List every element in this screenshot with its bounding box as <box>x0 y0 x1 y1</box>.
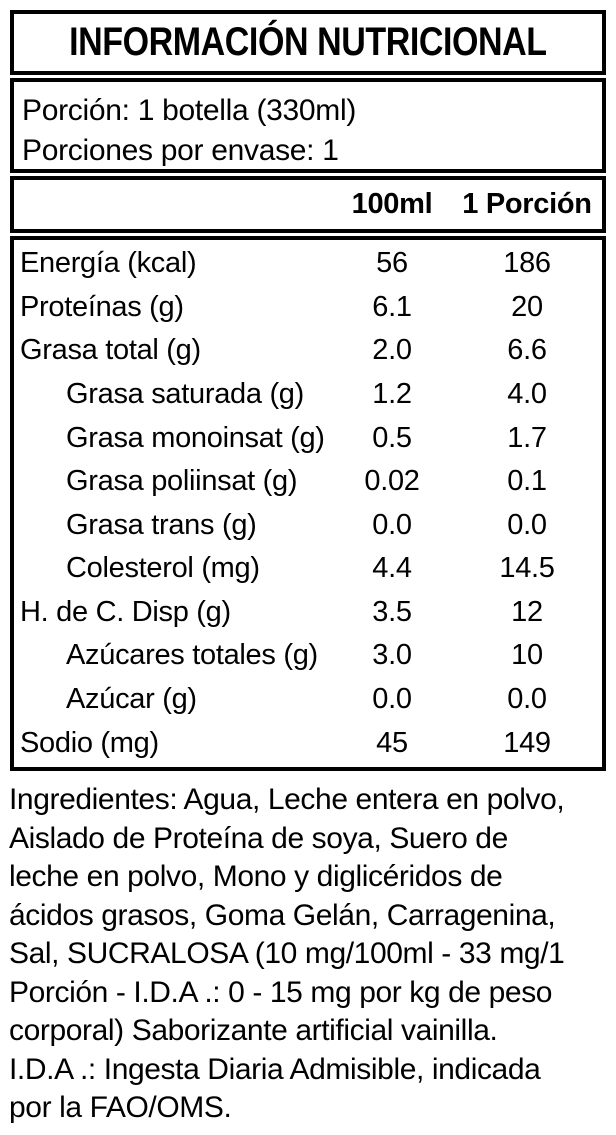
nutrient-row-proteinas: Proteínas (g) 6.1 20 <box>14 286 602 330</box>
nutrient-value-porcion: 12 <box>511 595 543 628</box>
nutrient-label: Grasa saturada (g) <box>66 378 304 411</box>
nutrient-table: Energía (kcal) 56 186 Proteínas (g) 6.1 … <box>10 236 606 771</box>
nutrient-value-porcion: 0.1 <box>507 465 547 498</box>
nutrient-row-azucar: Azúcar (g) 0.0 0.0 <box>14 678 602 722</box>
nutrient-row-grasa-poliinsat: Grasa poliinsat (g) 0.02 0.1 <box>14 460 602 504</box>
nutrient-value-porcion: 0.0 <box>507 508 547 541</box>
ingredients-line: leche en polvo, Mono y diglicéridos de <box>9 860 503 893</box>
servings-per-container-line: Porciones por envase: 1 <box>22 134 339 167</box>
nutrient-value-100ml: 1.2 <box>372 378 412 411</box>
ingredients-line: Ingredientes: Agua, Leche entera en polv… <box>9 783 565 816</box>
nutrient-label: Grasa total (g) <box>20 334 201 367</box>
nutrient-label: Proteínas (g) <box>20 290 184 323</box>
nutrient-row-grasa-monoinsat: Grasa monoinsat (g) 0.5 1.7 <box>14 416 602 460</box>
ingredients-line: Sal, SUCRALOSA (10 mg/100ml - 33 mg/1 <box>9 937 565 970</box>
ingredients-line: I.D.A .: Ingesta Diaria Admisible, indic… <box>9 1052 541 1086</box>
nutrient-label: Grasa trans (g) <box>66 508 257 541</box>
nutrient-value-porcion: 0.0 <box>507 683 547 716</box>
ingredients-line: corporal) Saborizante artificial vainill… <box>9 1014 498 1047</box>
nutrient-row-h-de-c-disp: H. de C. Disp (g) 3.5 12 <box>14 591 602 635</box>
nutrient-label: Grasa poliinsat (g) <box>66 465 298 498</box>
column-header-100ml: 100ml <box>351 188 433 220</box>
nutrient-label: Grasa monoinsat (g) <box>66 421 325 454</box>
nutrient-label: H. de C. Disp (g) <box>20 595 231 628</box>
nutrient-value-100ml: 2.0 <box>372 334 412 367</box>
nutrient-value-100ml: 0.0 <box>372 683 412 716</box>
column-header-1-porcion: 1 Porción <box>462 188 592 220</box>
ingredients-paragraph: Ingredientes: Agua, Leche entera en polv… <box>9 781 615 1128</box>
nutrient-value-porcion: 14.5 <box>499 552 555 585</box>
nutrient-label: Azúcar (g) <box>66 683 197 716</box>
serving-size-line: Porción: 1 botella (330ml) <box>22 94 357 127</box>
nutrient-row-grasa-total: Grasa total (g) 2.0 6.6 <box>14 329 602 373</box>
nutrient-value-100ml: 0.0 <box>372 508 412 541</box>
nutrient-value-100ml: 56 <box>376 247 408 280</box>
nutrient-label: Sodio (mg) <box>20 726 159 759</box>
nutrient-value-100ml: 3.0 <box>372 639 412 672</box>
nutrient-value-porcion: 149 <box>503 726 551 759</box>
nutrient-value-100ml: 6.1 <box>372 290 412 323</box>
nutrient-value-porcion: 4.0 <box>507 378 547 411</box>
label-title-box: INFORMACIÓN NUTRICIONAL <box>10 10 606 75</box>
nutrient-value-porcion: 6.6 <box>507 334 547 367</box>
nutrient-label: Energía (kcal) <box>20 247 197 280</box>
ingredients-line: por la FAO/OMS. <box>9 1091 232 1124</box>
nutrient-value-100ml: 0.02 <box>364 465 420 498</box>
nutrient-value-porcion: 20 <box>511 290 543 323</box>
nutrient-value-porcion: 186 <box>503 247 551 280</box>
ingredients-line: Aislado de Proteína de soya, Suero de <box>9 821 508 855</box>
ingredients-line: Porción - I.D.A .: 0 - 15 mg por kg de p… <box>9 975 553 1009</box>
column-headers-box: 100ml 1 Porción <box>10 176 606 233</box>
nutrient-label: Azúcares totales (g) <box>66 639 318 672</box>
label-title: INFORMACIÓN NUTRICIONAL <box>69 20 547 64</box>
nutrient-value-100ml: 0.5 <box>372 421 412 454</box>
nutrient-value-100ml: 3.5 <box>372 595 412 628</box>
nutrient-row-grasa-trans: Grasa trans (g) 0.0 0.0 <box>14 503 602 547</box>
nutrient-row-azucares-totales: Azúcares totales (g) 3.0 10 <box>14 634 602 678</box>
nutrient-label: Colesterol (mg) <box>66 552 260 585</box>
nutrient-value-porcion: 10 <box>511 639 543 672</box>
nutrient-row-colesterol: Colesterol (mg) 4.4 14.5 <box>14 547 602 591</box>
serving-info-box: Porción: 1 botella (330ml) Porciones por… <box>10 78 606 173</box>
nutrient-value-porcion: 1.7 <box>507 421 547 454</box>
nutrient-row-grasa-saturada: Grasa saturada (g) 1.2 4.0 <box>14 373 602 417</box>
ingredients-line: ácidos grasos, Goma Gelán, Carragenina, <box>9 898 556 932</box>
nutrient-value-100ml: 4.4 <box>372 552 412 585</box>
nutrition-label: INFORMACIÓN NUTRICIONAL Porción: 1 botel… <box>10 10 606 771</box>
nutrient-value-100ml: 45 <box>376 726 408 759</box>
nutrient-row-energia: Energía (kcal) 56 186 <box>14 242 602 286</box>
nutrient-row-sodio: Sodio (mg) 45 149 <box>14 721 602 765</box>
